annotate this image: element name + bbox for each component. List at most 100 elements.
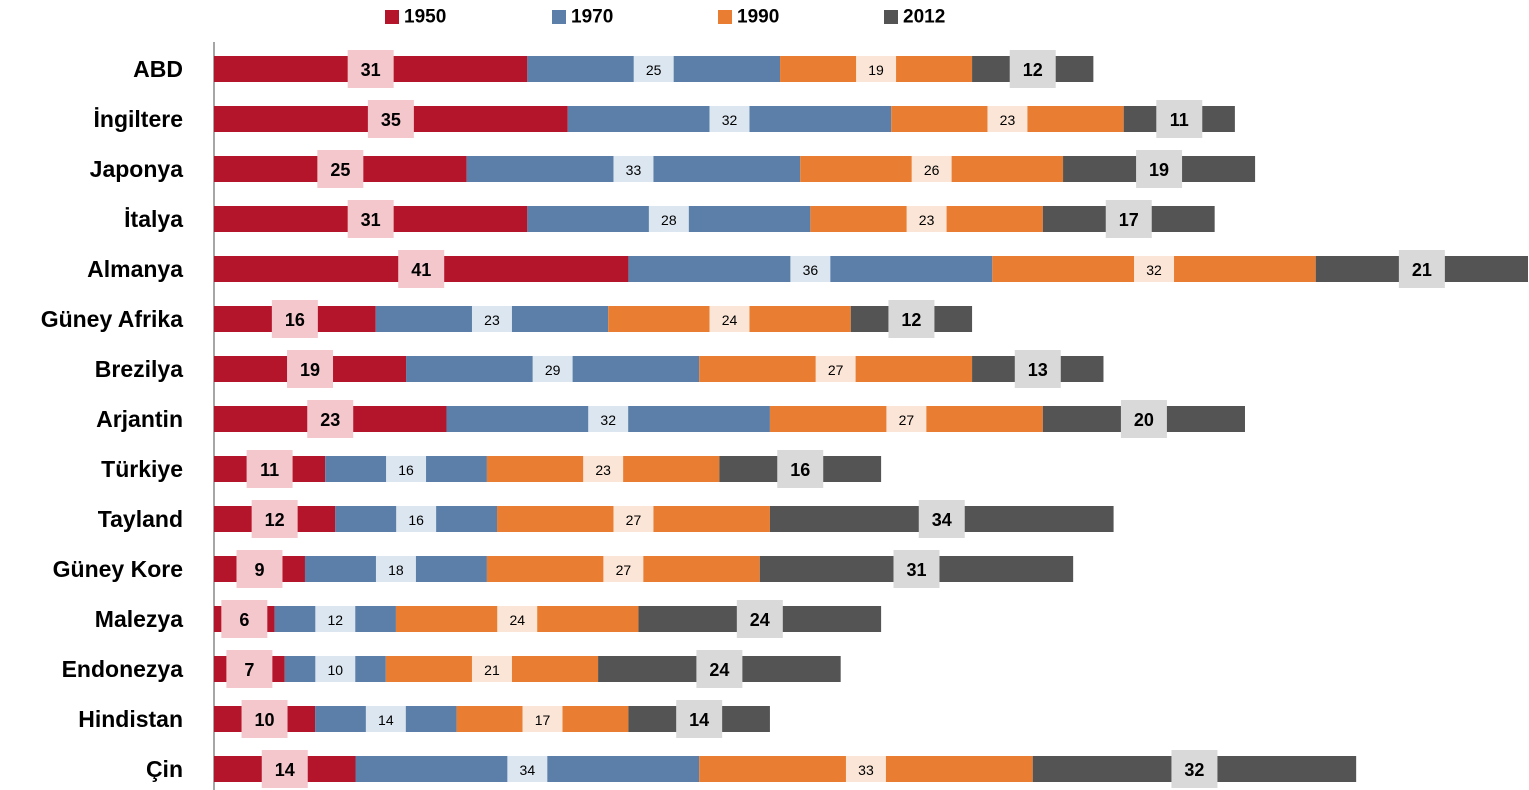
value-label-box [271,300,318,338]
value-label: 19 [1149,160,1169,180]
value-label: 26 [924,162,940,178]
value-label: 29 [545,362,561,378]
value-label-box [1009,50,1056,88]
value-label: 13 [1028,360,1048,380]
value-label: 16 [285,310,305,330]
value-label-box [588,406,629,432]
value-label-box [347,200,394,238]
value-label: 27 [828,362,844,378]
value-label-box [856,56,897,82]
value-label: 23 [919,212,935,228]
value-label: 32 [722,112,738,128]
legend-swatch [552,10,566,24]
value-label: 34 [520,762,536,778]
value-label: 32 [1146,262,1162,278]
category-label: Güney Kore [53,556,183,582]
category-label: İngiltere [94,106,183,132]
value-label: 10 [255,710,275,730]
value-label-box [893,550,940,588]
value-label: 23 [595,462,611,478]
value-label-box [375,556,416,582]
value-label-box [1156,100,1203,138]
legend-label: 1990 [737,7,779,28]
value-label-box [777,450,824,488]
value-label: 27 [899,412,915,428]
value-label-box [226,650,273,688]
value-label-box [648,206,689,232]
value-label: 27 [626,512,642,528]
value-label: 12 [265,510,285,530]
value-label: 35 [381,110,401,130]
value-label-box [347,50,394,88]
category-label: ABD [133,56,183,82]
value-label: 14 [378,712,394,728]
value-label-box [367,100,414,138]
category-label: İtalya [124,206,183,232]
category-label: Hindistan [78,706,183,732]
value-label-box [709,306,750,332]
value-label: 24 [722,312,738,328]
value-label-box [315,656,356,682]
category-label: Tayland [98,506,183,532]
value-label: 14 [275,760,295,780]
value-label: 24 [509,612,525,628]
value-label: 7 [244,660,254,680]
value-label-box [386,456,427,482]
value-label: 12 [1023,60,1043,80]
value-label: 20 [1134,410,1154,430]
value-label: 16 [790,460,810,480]
value-label-box [603,556,644,582]
value-label: 21 [484,662,500,678]
category-label: Japonya [90,156,184,182]
value-label-box [471,306,512,332]
value-label-box [613,156,654,182]
value-label-box [317,150,364,188]
value-label: 24 [750,610,770,630]
value-label-box [1120,400,1167,438]
value-label: 16 [398,462,414,478]
value-label: 12 [901,310,921,330]
legend-label: 1970 [571,7,613,28]
value-label: 23 [320,410,340,430]
value-label: 31 [361,210,381,230]
value-label-box [888,300,935,338]
category-label: Çin [146,756,183,782]
value-label: 16 [408,512,424,528]
value-label-box [221,600,268,638]
value-label: 31 [361,60,381,80]
value-label-box [532,356,573,382]
value-label: 11 [260,460,279,480]
value-label: 17 [535,712,551,728]
value-label: 17 [1119,210,1139,230]
value-label-box [497,606,538,632]
value-label: 19 [868,62,884,78]
value-label-box [1105,200,1152,238]
value-label-box [241,700,288,738]
value-label-box [736,600,783,638]
value-label: 27 [616,562,632,578]
category-label: Malezya [95,606,183,632]
value-label-box [886,406,927,432]
value-label: 18 [388,562,404,578]
value-label: 33 [626,162,642,178]
value-label-box [315,606,356,632]
value-label: 25 [330,160,350,180]
value-label-box [845,756,886,782]
category-label: Brezilya [95,356,183,382]
value-label: 12 [328,612,344,628]
legend-label: 2012 [903,7,945,28]
value-label-box [507,756,548,782]
value-label-box [815,356,856,382]
value-label-box [633,56,674,82]
value-label: 9 [254,560,264,580]
value-label: 10 [328,662,344,678]
value-label-box [471,656,512,682]
legend-label: 1950 [404,7,446,28]
value-label: 32 [600,412,616,428]
value-label-box [251,500,298,538]
value-label: 14 [689,710,709,730]
category-label: Endonezya [62,656,184,682]
value-label: 34 [932,510,952,530]
value-label-box [987,106,1028,132]
value-label-box [307,400,354,438]
